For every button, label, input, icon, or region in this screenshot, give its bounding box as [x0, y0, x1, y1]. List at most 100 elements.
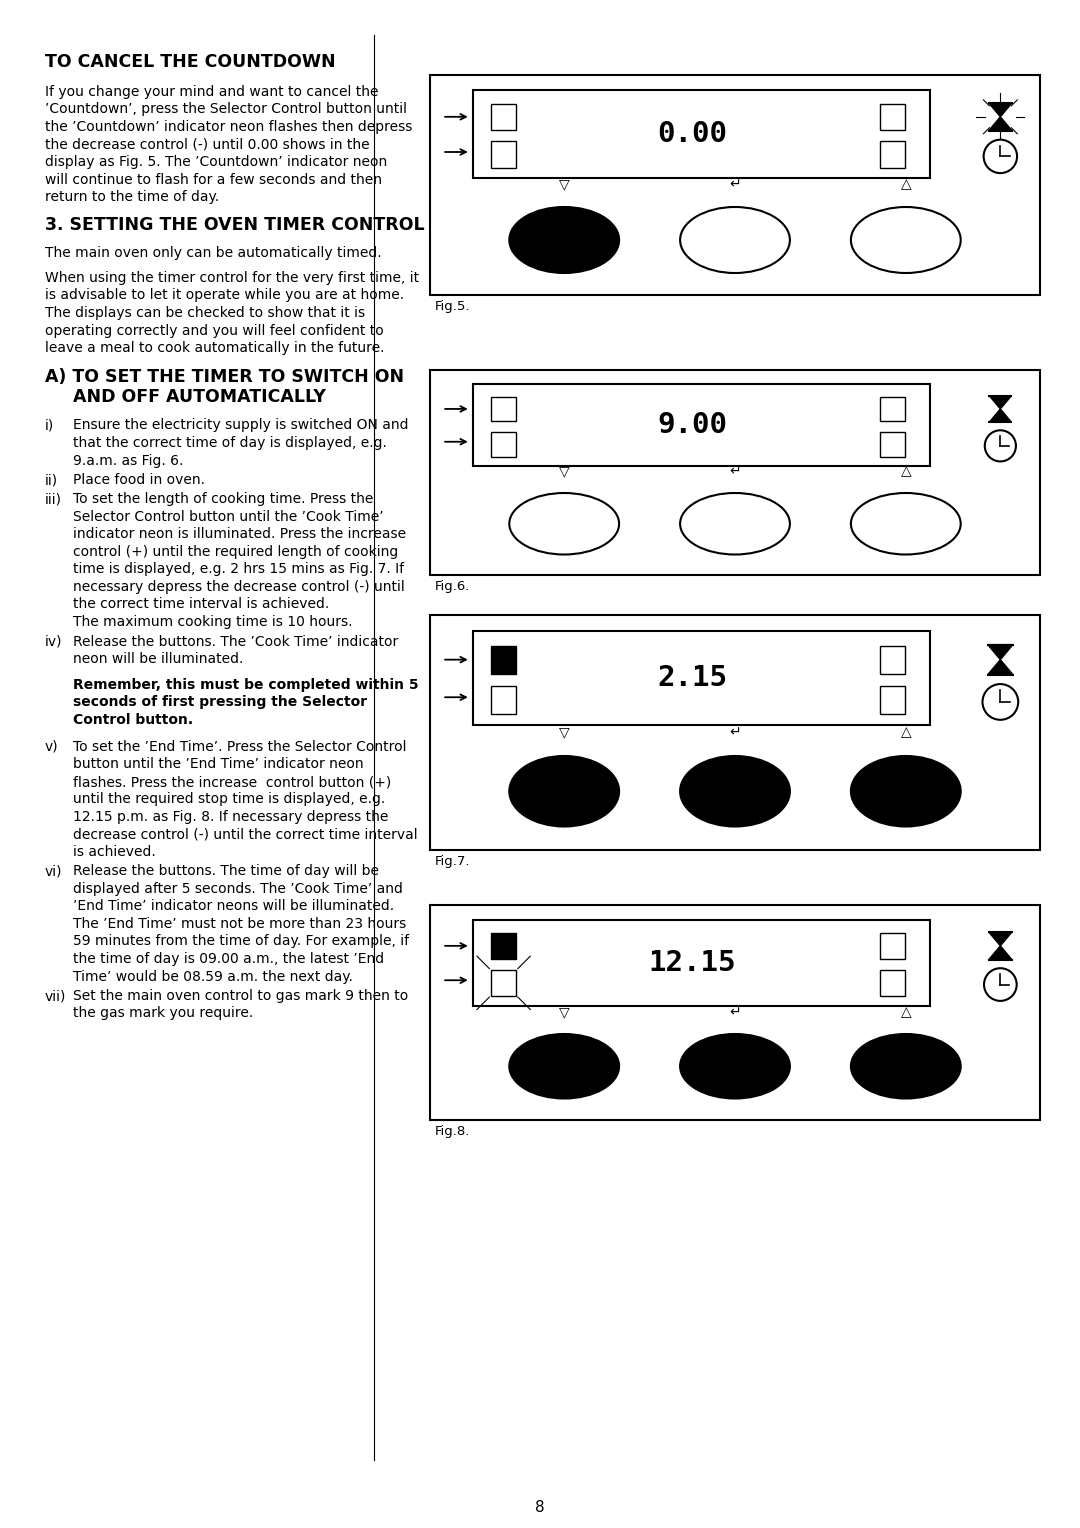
Ellipse shape: [851, 206, 961, 274]
Ellipse shape: [510, 206, 619, 274]
Bar: [491, 934, 516, 958]
Bar: [473, 920, 930, 1005]
Bar: [880, 432, 905, 457]
Text: 9.a.m. as Fig. 6.: 9.a.m. as Fig. 6.: [73, 454, 184, 468]
Bar: [473, 631, 930, 726]
Ellipse shape: [680, 1034, 789, 1099]
Text: Set the main oven control to gas mark 9 then to: Set the main oven control to gas mark 9 …: [73, 989, 408, 1002]
Text: vi): vi): [45, 865, 63, 879]
Ellipse shape: [510, 756, 619, 827]
Ellipse shape: [851, 1034, 961, 1099]
Circle shape: [984, 139, 1017, 173]
Text: is advisable to let it operate while you are at home.: is advisable to let it operate while you…: [45, 289, 404, 303]
Text: Release the buttons. The ’Cook Time’ indicator: Release the buttons. The ’Cook Time’ ind…: [73, 634, 399, 648]
Text: When using the timer control for the very first time, it: When using the timer control for the ver…: [45, 270, 419, 286]
Bar: [880, 970, 905, 996]
Text: seconds of first pressing the Selector: seconds of first pressing the Selector: [73, 695, 367, 709]
Polygon shape: [989, 410, 1011, 422]
Text: until the required stop time is displayed, e.g.: until the required stop time is displaye…: [73, 793, 386, 807]
Text: control (+) until the required length of cooking: control (+) until the required length of…: [73, 545, 399, 559]
Text: 3. SETTING THE OVEN TIMER CONTROL: 3. SETTING THE OVEN TIMER CONTROL: [45, 215, 424, 234]
Text: time is displayed, e.g. 2 hrs 15 mins as Fig. 7. If: time is displayed, e.g. 2 hrs 15 mins as…: [73, 562, 404, 576]
Bar: [430, 370, 1040, 575]
Text: v): v): [45, 740, 58, 753]
Text: Remember, this must be completed within 5: Remember, this must be completed within …: [73, 677, 419, 692]
Bar: [430, 905, 1040, 1120]
Text: ↵: ↵: [729, 465, 741, 478]
Polygon shape: [988, 102, 1012, 116]
Text: Time’ would be 08.59 a.m. the next day.: Time’ would be 08.59 a.m. the next day.: [73, 969, 353, 984]
Text: necessary depress the decrease control (-) until: necessary depress the decrease control (…: [73, 581, 405, 594]
Text: leave a meal to cook automatically in the future.: leave a meal to cook automatically in th…: [45, 341, 384, 354]
Text: ii): ii): [45, 474, 58, 487]
Polygon shape: [988, 645, 1013, 660]
Text: is achieved.: is achieved.: [73, 845, 156, 859]
Text: vii): vii): [45, 989, 66, 1002]
Bar: [491, 432, 516, 457]
Text: will continue to flash for a few seconds and then: will continue to flash for a few seconds…: [45, 173, 382, 186]
Bar: [473, 90, 930, 179]
Bar: [491, 970, 516, 996]
Polygon shape: [989, 932, 1012, 946]
Text: Fig.7.: Fig.7.: [435, 856, 471, 868]
Text: ’Countdown’, press the Selector Control button until: ’Countdown’, press the Selector Control …: [45, 102, 407, 116]
Text: Fig.8.: Fig.8.: [435, 1125, 471, 1138]
Text: If you change your mind and want to cancel the: If you change your mind and want to canc…: [45, 86, 378, 99]
Text: 12.15: 12.15: [649, 949, 737, 976]
Text: return to the time of day.: return to the time of day.: [45, 189, 219, 205]
Text: displayed after 5 seconds. The ’Cook Time’ and: displayed after 5 seconds. The ’Cook Tim…: [73, 882, 403, 895]
Text: ↵: ↵: [729, 726, 741, 740]
Ellipse shape: [510, 494, 619, 555]
Text: 12.15 p.m. as Fig. 8. If necessary depress the: 12.15 p.m. as Fig. 8. If necessary depre…: [73, 810, 389, 824]
Text: ▽: ▽: [558, 726, 569, 740]
Circle shape: [985, 431, 1016, 461]
Text: 8: 8: [536, 1500, 544, 1514]
Text: iii): iii): [45, 492, 62, 506]
Text: 59 minutes from the time of day. For example, if: 59 minutes from the time of day. For exa…: [73, 935, 409, 949]
Text: the decrease control (-) until 0.00 shows in the: the decrease control (-) until 0.00 show…: [45, 138, 369, 151]
Text: Fig.5.: Fig.5.: [435, 299, 471, 313]
Bar: [491, 104, 516, 130]
Text: Selector Control button until the ’Cook Time’: Selector Control button until the ’Cook …: [73, 510, 383, 524]
Text: AND OFF AUTOMATICALLY: AND OFF AUTOMATICALLY: [73, 388, 326, 406]
Bar: [880, 686, 905, 714]
Text: Fig.6.: Fig.6.: [435, 581, 471, 593]
Polygon shape: [989, 946, 1012, 960]
Text: ▽: ▽: [558, 1005, 569, 1019]
Text: the time of day is 09.00 a.m., the latest ’End: the time of day is 09.00 a.m., the lates…: [73, 952, 384, 966]
Bar: [491, 142, 516, 168]
Text: display as Fig. 5. The ’Countdown’ indicator neon: display as Fig. 5. The ’Countdown’ indic…: [45, 154, 388, 170]
Text: △: △: [901, 1005, 912, 1019]
Text: Release the buttons. The time of day will be: Release the buttons. The time of day wil…: [73, 865, 379, 879]
Bar: [473, 385, 930, 466]
Text: indicator neon is illuminated. Press the increase: indicator neon is illuminated. Press the…: [73, 527, 406, 541]
Text: the gas mark you require.: the gas mark you require.: [73, 1007, 253, 1021]
Ellipse shape: [510, 1034, 619, 1099]
Polygon shape: [988, 660, 1013, 675]
Text: TO CANCEL THE COUNTDOWN: TO CANCEL THE COUNTDOWN: [45, 53, 336, 70]
Text: △: △: [901, 726, 912, 740]
Text: decrease control (-) until the correct time interval: decrease control (-) until the correct t…: [73, 828, 418, 842]
Circle shape: [984, 969, 1016, 1001]
Text: Control button.: Control button.: [73, 712, 193, 726]
Text: 9.00: 9.00: [658, 411, 727, 440]
Text: flashes. Press the increase  control button (+): flashes. Press the increase control butt…: [73, 775, 391, 788]
Bar: [491, 397, 516, 422]
Text: the correct time interval is achieved.: the correct time interval is achieved.: [73, 597, 329, 611]
Text: Place food in oven.: Place food in oven.: [73, 474, 205, 487]
Ellipse shape: [680, 206, 789, 274]
Text: ’End Time’ indicator neons will be illuminated.: ’End Time’ indicator neons will be illum…: [73, 900, 394, 914]
Text: △: △: [901, 177, 912, 191]
Text: The main oven only can be automatically timed.: The main oven only can be automatically …: [45, 246, 381, 260]
Text: ↵: ↵: [729, 1005, 741, 1019]
Bar: [491, 645, 516, 674]
Text: Ensure the electricity supply is switched ON and: Ensure the electricity supply is switche…: [73, 419, 408, 432]
Bar: [880, 934, 905, 958]
Text: the ’Countdown’ indicator neon flashes then depress: the ’Countdown’ indicator neon flashes t…: [45, 121, 413, 134]
Text: To set the ’End Time’. Press the Selector Control: To set the ’End Time’. Press the Selecto…: [73, 740, 406, 753]
Text: △: △: [901, 465, 912, 478]
Bar: [880, 397, 905, 422]
Text: To set the length of cooking time. Press the: To set the length of cooking time. Press…: [73, 492, 374, 506]
Ellipse shape: [680, 494, 789, 555]
Text: 0.00: 0.00: [658, 121, 727, 148]
